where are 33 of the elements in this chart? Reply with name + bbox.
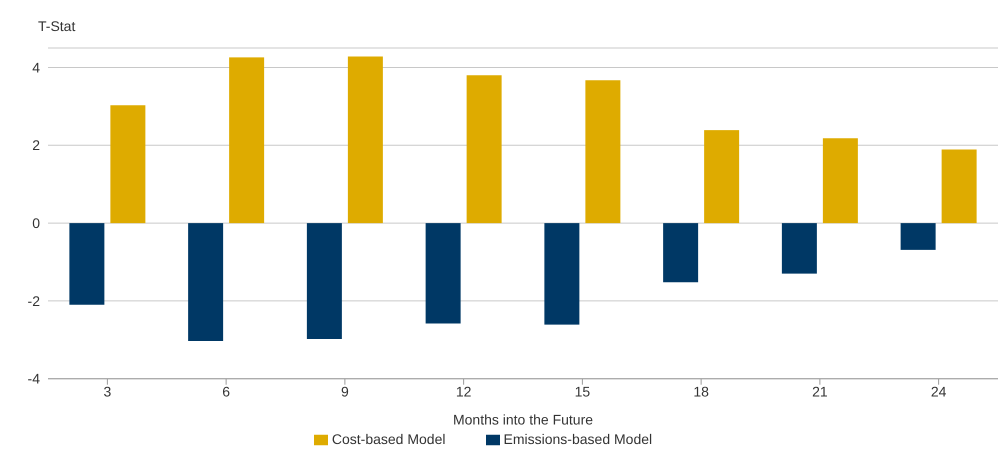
bar [900,223,936,250]
x-axis-title: Months into the Future [452,412,594,428]
y-tick-label: 4 [32,59,40,76]
bar [782,223,817,274]
bar [69,223,104,305]
y-tick-label: 2 [32,137,40,154]
bar [704,130,740,224]
y-axis-title: T-Stat [38,18,76,34]
y-tick-label: 0 [32,215,40,232]
bar [942,150,977,224]
bar [544,223,580,325]
bar [822,138,858,224]
bar [585,80,620,224]
y-tick-label: -4 [28,370,40,387]
bar [663,223,698,282]
x-tick-label: 24 [930,384,947,400]
y-tick-label: -2 [28,292,40,309]
x-tick-label: 18 [693,384,710,400]
bar [348,56,383,224]
bar [110,105,146,224]
bar [229,57,264,224]
bar [188,223,224,341]
x-tick-label: 12 [456,384,472,400]
x-tick-label: 15 [574,384,590,400]
bar [306,223,342,340]
legend-label: Emissions-based Model [504,430,652,447]
legend-label: Cost-based Model [332,430,446,447]
bar [426,223,461,324]
x-tick-label: 21 [812,384,828,400]
x-tick-label: 6 [222,384,230,400]
bar [466,75,502,224]
x-tick-label: 9 [340,384,349,400]
x-tick-label: 3 [103,384,112,400]
